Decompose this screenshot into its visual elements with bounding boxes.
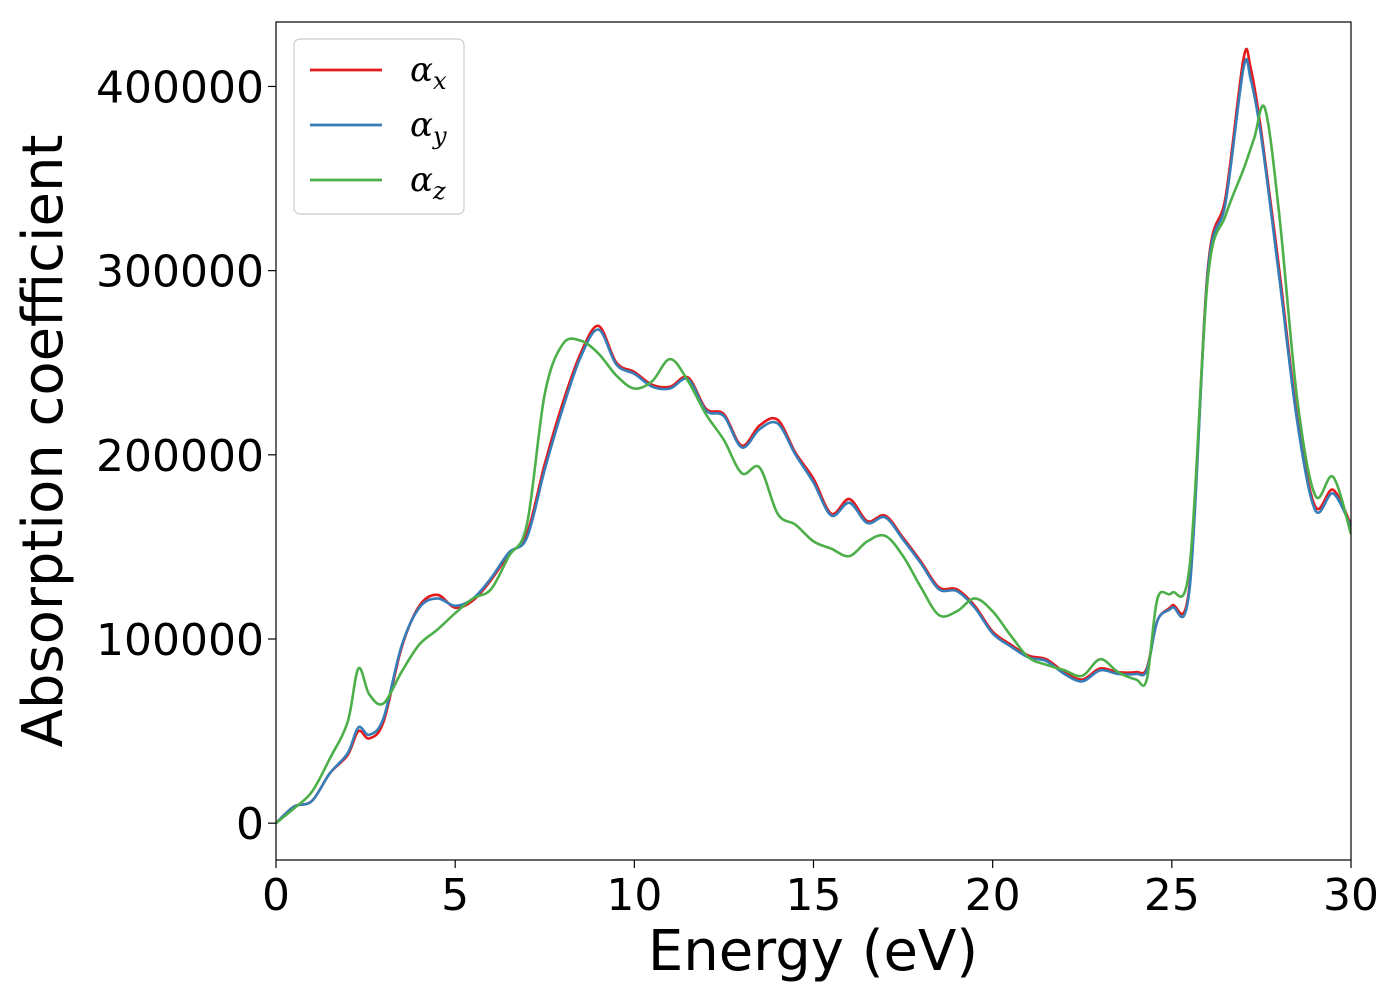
ticks: 0 5 10 15 20 25 30 0 100000 200000 300000 400000 xyxy=(96,62,1379,921)
legend-label-x: αx xyxy=(410,50,447,95)
x-tick-label: 10 xyxy=(606,870,662,921)
x-tick-label: 0 xyxy=(262,870,290,921)
x-tick-label: 15 xyxy=(786,870,842,921)
legend-box xyxy=(293,38,465,215)
y-tick-label: 100000 xyxy=(96,615,264,666)
x-axis-label: Energy (eV) xyxy=(648,919,978,984)
y-tick-label: 300000 xyxy=(96,247,264,298)
y-tick-label: 0 xyxy=(236,799,264,850)
series-line-z xyxy=(276,104,1351,825)
x-tick-label: 20 xyxy=(965,870,1021,921)
y-axis-label: Absorption coefficient xyxy=(11,135,76,748)
x-tick-label: 25 xyxy=(1144,870,1200,921)
y-tick-label: 400000 xyxy=(96,62,264,113)
y-tick-label: 200000 xyxy=(96,431,264,482)
plot-area xyxy=(276,47,1351,825)
x-tick-label: 5 xyxy=(441,870,469,921)
legend-label-y: αy xyxy=(410,105,447,150)
x-tick-label: 30 xyxy=(1323,870,1379,921)
